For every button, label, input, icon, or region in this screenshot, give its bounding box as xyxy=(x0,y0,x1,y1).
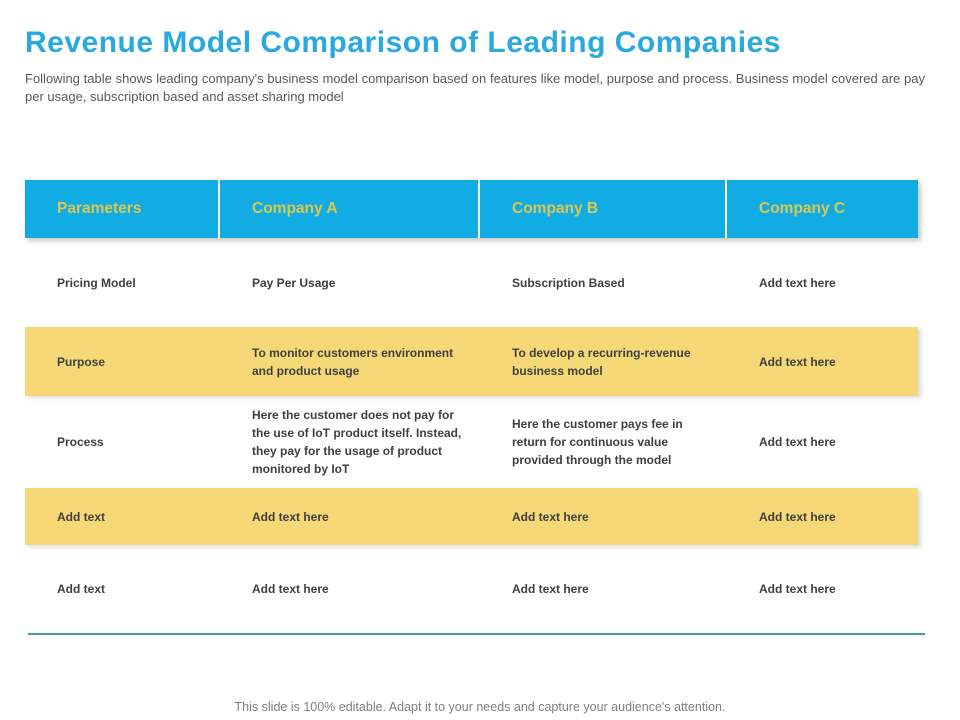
table-cell: Purpose xyxy=(57,354,106,369)
table-cell: To develop a recurring-revenue business … xyxy=(512,345,691,378)
comparison-table: Parameters Company A Company B Company C Pr… xyxy=(25,180,918,633)
slide-title: Revenue Model Comparison of Leading Comp… xyxy=(25,26,781,59)
table-header-cell: Company B xyxy=(480,180,727,238)
table-body: Pricing Model Pay Per Usage Subscription B… xyxy=(25,238,918,633)
table-cell: Process xyxy=(57,435,104,449)
table-cell: Add text here xyxy=(512,582,589,596)
table-cell: Add text here xyxy=(759,435,836,449)
table-cell: Pay Per Usage xyxy=(252,275,336,290)
table-cell: Here the customer pays fee in return for… xyxy=(512,417,683,467)
table-cell: Add text here xyxy=(759,582,836,596)
table-cell: Add text here xyxy=(759,354,836,369)
divider-line xyxy=(28,633,925,635)
table-header-cell: Parameters xyxy=(25,180,220,238)
table-cell: Add text here xyxy=(759,275,836,290)
table-cell: Here the customer does not pay for the u… xyxy=(252,408,462,476)
table-row: Add text Add text here Add text here Add te… xyxy=(25,545,918,633)
table-cell: Add text here xyxy=(252,509,329,524)
table-cell: Add text xyxy=(57,582,105,596)
table-cell: Add text here xyxy=(759,509,836,524)
table-cell: Add text xyxy=(57,509,105,524)
table-header-cell: Company C xyxy=(759,200,846,217)
table-header-cell: Company A xyxy=(220,180,480,238)
table-cell: Add text here xyxy=(512,509,589,524)
table-header-row: Parameters Company A Company B Company C xyxy=(25,180,918,238)
footer-note: This slide is 100% editable. Adapt it to… xyxy=(234,700,726,714)
table-row: Pricing Model Pay Per Usage Subscription B… xyxy=(25,238,918,327)
table-row: Add text Add text here Add text here Add te… xyxy=(25,488,918,545)
table-row: Purpose To monitor customers environment … xyxy=(25,327,918,396)
slide-subtitle: Following table shows leading company's … xyxy=(25,71,925,105)
table-cell: Add text here xyxy=(252,582,329,596)
table-cell: Subscription Based xyxy=(512,275,625,290)
table-row: Process Here the customer does not pay fo… xyxy=(25,396,918,488)
table-cell: Pricing Model xyxy=(57,275,136,290)
table-cell: To monitor customers environment and pro… xyxy=(252,345,454,378)
